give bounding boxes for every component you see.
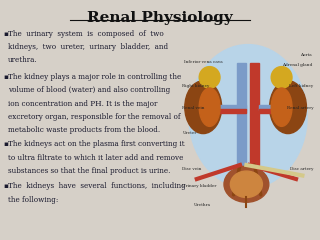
Text: volume of blood (water) and also controlling: volume of blood (water) and also control…	[8, 86, 170, 94]
Text: Renal vein: Renal vein	[182, 106, 205, 110]
Text: The  urinary  system  is  composed  of  two: The urinary system is composed of two	[8, 30, 164, 38]
Text: The kidneys act on the plasma first converting it: The kidneys act on the plasma first conv…	[8, 140, 185, 148]
Ellipse shape	[230, 171, 262, 198]
Text: substances so that the final product is urine.: substances so that the final product is …	[8, 167, 170, 175]
Bar	[237, 63, 246, 165]
Bar	[219, 106, 246, 110]
Bar	[219, 109, 246, 113]
Text: Urinary bladder: Urinary bladder	[182, 184, 217, 188]
Text: Disc vein: Disc vein	[182, 167, 202, 170]
Text: to ultra filtrate to which it later add and remove: to ultra filtrate to which it later add …	[8, 154, 183, 162]
Text: Aorta: Aorta	[300, 53, 312, 57]
Text: Left kidney: Left kidney	[289, 84, 314, 88]
Text: the following:: the following:	[8, 196, 58, 204]
Text: Right kidney: Right kidney	[182, 84, 210, 88]
Text: Urethra: Urethra	[194, 203, 211, 207]
Text: Renal Physiology: Renal Physiology	[87, 11, 233, 25]
Ellipse shape	[270, 81, 307, 134]
Ellipse shape	[185, 81, 221, 134]
Text: The  kidneys  have  several  functions,  including: The kidneys have several functions, incl…	[8, 182, 186, 190]
Text: metabolic waste products from the blood.: metabolic waste products from the blood.	[8, 126, 160, 134]
Ellipse shape	[199, 66, 220, 88]
Text: Ureter: Ureter	[182, 132, 197, 135]
Ellipse shape	[189, 45, 307, 188]
Bar	[250, 63, 259, 165]
Ellipse shape	[224, 166, 269, 202]
Text: excretory organ, responsible for the removal of: excretory organ, responsible for the rem…	[8, 113, 180, 121]
Ellipse shape	[199, 88, 220, 126]
Text: Inferior vena cava: Inferior vena cava	[184, 60, 223, 64]
Text: Adrenal gland: Adrenal gland	[282, 63, 312, 67]
Text: ▪: ▪	[3, 182, 8, 190]
Text: Renal artery: Renal artery	[287, 106, 314, 110]
Ellipse shape	[271, 88, 292, 126]
Text: Disc artery: Disc artery	[290, 167, 314, 170]
Text: kidneys,  two  ureter,  urinary  bladder,  and: kidneys, two ureter, urinary bladder, an…	[8, 43, 168, 51]
Bar	[259, 106, 287, 110]
Bar	[259, 109, 287, 113]
Text: ▪: ▪	[3, 73, 8, 81]
Ellipse shape	[271, 66, 292, 88]
Text: urethra.: urethra.	[8, 56, 38, 64]
Text: ion concentration and PH. It is the major: ion concentration and PH. It is the majo…	[8, 100, 157, 108]
Text: ▪: ▪	[3, 140, 8, 148]
Text: The kidney plays a major role in controlling the: The kidney plays a major role in control…	[8, 73, 181, 81]
Text: ▪: ▪	[3, 30, 8, 38]
